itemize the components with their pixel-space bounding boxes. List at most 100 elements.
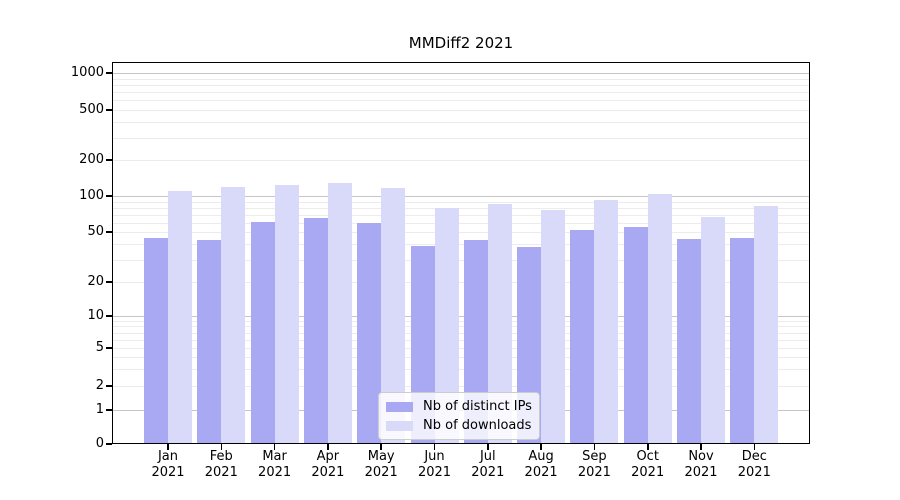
minor-gridline-8	[112, 326, 810, 328]
minor-gridline-9	[112, 320, 810, 322]
y-tick-label-50: 50	[87, 224, 104, 239]
y-tick-5	[106, 347, 112, 349]
y-tick-label-500: 500	[79, 102, 104, 117]
bar-distinct-ips-dec	[730, 237, 755, 444]
minor-gridline-200	[112, 160, 810, 161]
bar-downloads-apr	[327, 183, 352, 444]
x-tick-dec	[753, 444, 755, 450]
x-tick-label-mar: Mar 2021	[258, 449, 292, 480]
legend-swatch-downloads	[386, 420, 413, 431]
minor-gridline-700	[112, 92, 810, 93]
y-tick-label-1000: 1000	[70, 65, 104, 80]
y-tick-1	[106, 409, 112, 411]
x-tick-label-feb: Feb 2021	[204, 449, 238, 480]
legend-swatch-distinct-ips	[386, 401, 413, 412]
legend-item-downloads: Nb of downloads	[386, 416, 531, 435]
x-tick-label-aug: Aug 2021	[524, 449, 558, 480]
bar-distinct-ips-jan	[144, 237, 168, 444]
minor-gridline-40	[112, 244, 810, 246]
x-tick-apr	[327, 444, 329, 450]
x-tick-jul	[487, 444, 489, 450]
legend: Nb of distinct IPs Nb of downloads	[378, 392, 540, 440]
x-tick-label-oct: Oct 2021	[631, 449, 665, 480]
minor-gridline-20	[112, 282, 810, 283]
y-tick-1000	[106, 72, 112, 74]
bar-downloads-sep	[594, 199, 619, 444]
x-tick-label-apr: Apr 2021	[311, 449, 345, 480]
x-tick-label-jan: Jan 2021	[151, 449, 185, 480]
chart-title: MMDiff2 2021	[408, 34, 514, 52]
legend-label-downloads: Nb of downloads	[423, 418, 532, 433]
y-tick-label-20: 20	[87, 274, 104, 289]
minor-gridline-500	[112, 110, 810, 111]
legend-item-distinct-ips: Nb of distinct IPs	[386, 397, 532, 416]
minor-gridline-400	[112, 122, 810, 124]
x-tick-mar	[273, 444, 276, 450]
minor-gridline-7	[112, 332, 810, 334]
x-tick-aug	[540, 444, 542, 450]
x-tick-label-nov: Nov 2021	[684, 449, 718, 480]
minor-gridline-5	[112, 348, 810, 349]
minor-gridline-60	[112, 222, 810, 224]
minor-gridline-30	[112, 259, 810, 261]
y-tick-2	[106, 385, 112, 387]
major-gridline-100	[112, 196, 810, 197]
minor-gridline-600	[112, 100, 810, 102]
bar-downloads-feb	[221, 186, 246, 444]
bar-distinct-ips-nov	[677, 239, 701, 444]
bar-downloads-dec	[754, 206, 779, 444]
bar-downloads-aug	[541, 209, 566, 444]
bar-distinct-ips-feb	[197, 240, 222, 444]
y-tick-label-2: 2	[95, 378, 104, 393]
x-tick-label-sep: Sep 2021	[577, 449, 611, 480]
y-tick-20	[106, 281, 112, 283]
bar-distinct-ips-sep	[570, 230, 595, 444]
y-tick-label-1: 1	[95, 402, 104, 417]
y-tick-50	[106, 231, 112, 233]
x-tick-label-dec: Dec 2021	[737, 449, 771, 480]
y-tick-label-10: 10	[87, 308, 104, 323]
minor-gridline-70	[112, 214, 810, 216]
y-tick-100	[106, 195, 112, 197]
bar-downloads-nov	[701, 216, 725, 444]
x-tick-label-jun: Jun 2021	[417, 449, 452, 480]
x-tick-label-may: May 2021	[364, 449, 398, 480]
bar-downloads-oct	[647, 194, 672, 444]
minor-gridline-80	[112, 207, 810, 209]
major-gridline-10	[112, 316, 810, 317]
y-tick-label-5: 5	[95, 340, 104, 355]
minor-gridline-800	[112, 84, 810, 86]
minor-gridline-300	[112, 137, 810, 139]
x-tick-sep	[593, 444, 596, 450]
bar-downloads-jan	[168, 191, 192, 444]
bar-distinct-ips-may	[357, 222, 382, 444]
x-tick-nov	[700, 444, 702, 450]
x-tick-jan	[167, 444, 169, 450]
x-tick-label-jul: Jul 2021	[471, 449, 505, 480]
minor-gridline-3	[112, 369, 810, 371]
minor-gridline-900	[112, 78, 810, 80]
minor-gridline-50	[112, 232, 810, 233]
minor-gridline-90	[112, 201, 810, 203]
x-tick-jun	[433, 444, 436, 450]
x-tick-oct	[647, 444, 649, 450]
y-tick-10	[106, 315, 112, 317]
minor-gridline-2	[112, 386, 810, 387]
x-tick-may	[380, 444, 382, 450]
bar-downloads-mar	[274, 184, 299, 444]
y-tick-label-0: 0	[95, 436, 104, 451]
y-tick-label-200: 200	[79, 152, 104, 167]
major-gridline-1000	[112, 73, 810, 74]
bar-distinct-ips-oct	[623, 227, 648, 444]
y-tick-0	[106, 443, 112, 445]
bar-distinct-ips-mar	[250, 221, 275, 444]
legend-label-distinct-ips: Nb of distinct IPs	[423, 399, 532, 414]
minor-gridline-4	[112, 357, 810, 359]
bar-distinct-ips-apr	[303, 217, 328, 444]
y-tick-label-100: 100	[79, 188, 104, 203]
minor-gridline-6	[112, 339, 810, 341]
y-tick-200	[106, 159, 112, 161]
y-tick-500	[106, 109, 112, 111]
x-tick-feb	[220, 444, 223, 450]
